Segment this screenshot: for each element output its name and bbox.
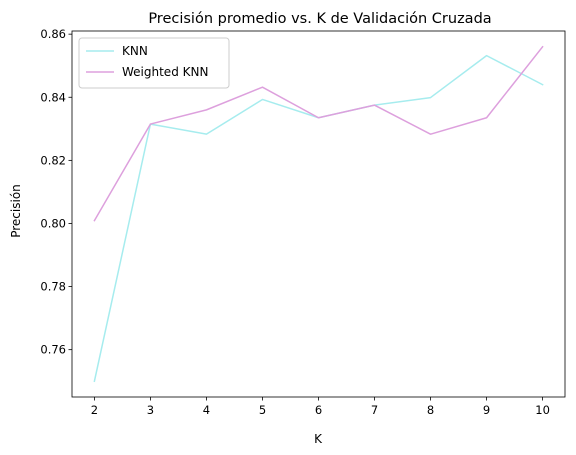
series-line-0 bbox=[93, 54, 544, 383]
x-tick-label-5: 7 bbox=[371, 403, 378, 417]
series-line-1 bbox=[93, 45, 544, 222]
x-tick-label-7: 9 bbox=[483, 403, 490, 417]
legend: KNN Weighted KNN bbox=[78, 37, 230, 89]
y-tick-label-4: 0.84 bbox=[40, 90, 66, 104]
y-axis-label: Precisión bbox=[9, 184, 23, 238]
x-tick-label-2: 4 bbox=[203, 403, 210, 417]
legend-label-1: Weighted KNN bbox=[122, 65, 208, 79]
x-tick-label-4: 6 bbox=[315, 403, 322, 417]
y-tick-label-3: 0.82 bbox=[40, 153, 66, 167]
chart-title: Precisión promedio vs. K de Validación C… bbox=[148, 11, 491, 27]
y-tick-label-0: 0.76 bbox=[40, 343, 66, 357]
y-tick-label-5: 0.86 bbox=[40, 27, 66, 41]
x-axis-label: K bbox=[314, 432, 323, 446]
legend-label-0: KNN bbox=[122, 44, 148, 58]
x-tick-label-1: 3 bbox=[147, 403, 154, 417]
x-tick-label-8: 10 bbox=[535, 403, 550, 417]
y-tick-label-2: 0.80 bbox=[40, 216, 66, 230]
x-tick-label-0: 2 bbox=[91, 403, 98, 417]
legend-box bbox=[78, 37, 230, 89]
x-tick-label-6: 8 bbox=[427, 403, 434, 417]
plot-area: 2 3 4 5 6 7 8 9 10 0.76 0.78 0.80 0.82 0.84 0.86 bbox=[40, 27, 566, 417]
y-tick-label-1: 0.78 bbox=[40, 280, 66, 294]
x-tick-label-3: 5 bbox=[259, 403, 266, 417]
